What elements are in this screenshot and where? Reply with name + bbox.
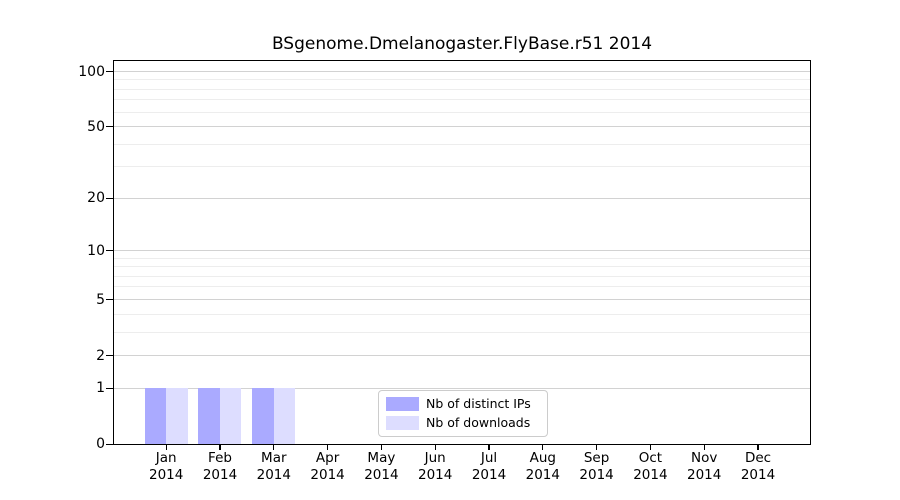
x-tick-label: Nov 2014 [687,450,722,483]
x-tick-label: Apr 2014 [310,450,345,483]
y-tick-mark [106,126,113,128]
gridline-major [114,354,810,356]
y-tick-mark [106,298,113,301]
y-tick-mark [106,387,113,389]
gridline-minor [114,331,810,333]
chart-title: BSgenome.Dmelanogaster.FlyBase.r51 2014 [271,34,653,54]
gridline-minor [114,257,810,259]
y-tick-label: 5 [96,291,105,308]
x-tick-label: Dec 2014 [740,450,776,483]
gridline-major [114,71,810,72]
x-tick-label: Sep 2014 [579,450,614,483]
x-tick-mark [649,445,651,451]
x-tick-mark [273,445,275,451]
gridline-minor [114,313,810,315]
y-tick-mark [106,443,113,445]
gridline-minor [114,99,810,101]
x-tick-mark [757,445,759,451]
x-tick-label: Jun 2014 [418,450,453,483]
gridline-minor [114,286,810,288]
gridline-major [114,387,810,389]
bars-layer [114,61,810,444]
gridline-major [114,197,810,199]
gridlines-layer [114,61,810,444]
y-tick-label: 10 [87,242,105,259]
x-tick-mark [488,445,490,451]
x-tick-mark [542,445,544,451]
bar-downloads [166,388,188,444]
plot-area [113,60,811,445]
y-tick-label: 2 [96,347,105,364]
gridline-minor [114,111,810,113]
legend-item-downloads: Nb of downloads [386,416,540,430]
gridline-major [114,298,810,300]
legend-item-distinct-ips: Nb of distinct IPs [386,397,540,411]
bar-downloads [219,388,242,444]
x-tick-label: Oct 2014 [633,450,668,483]
x-tick-mark [434,445,436,451]
bar-downloads [273,388,296,444]
x-tick-label: Mar 2014 [256,450,291,483]
x-tick-mark [380,445,382,451]
y-tick-label: 0 [96,436,105,453]
y-tick-label: 20 [87,190,105,207]
bar-distinct-ips [252,388,274,444]
x-tick-mark [327,445,329,451]
x-tick-mark [165,445,167,451]
gridline-major [114,126,810,128]
legend-swatch-distinct-ips [386,397,419,411]
x-tick-label: Jul 2014 [471,450,507,483]
legend: Nb of distinct IPs Nb of downloads [378,390,548,437]
y-tick-label: 1 [96,380,105,397]
x-tick-mark [596,445,598,451]
y-tick-label: 100 [78,63,105,80]
y-tick-mark [106,71,113,73]
gridline-major [114,249,810,251]
x-tick-label: Feb 2014 [202,450,238,483]
bar-distinct-ips [198,388,220,444]
gridline-minor [114,266,810,268]
bar-distinct-ips [144,388,166,444]
legend-swatch-downloads [386,416,419,430]
y-tick-mark [106,197,113,200]
x-tick-mark [703,445,705,451]
x-tick-label: May 2014 [364,450,399,483]
gridline-minor [114,275,810,277]
gridline-minor [114,166,810,168]
y-tick-mark [106,354,113,357]
gridline-minor [114,79,810,81]
x-tick-label: Aug 2014 [525,450,560,483]
y-tick-label: 50 [87,118,105,135]
x-tick-mark [219,445,221,451]
gridline-minor [114,88,810,90]
x-tick-label: Jan 2014 [149,450,184,483]
gridline-minor [114,143,810,145]
legend-label-distinct-ips: Nb of distinct IPs [426,396,531,411]
y-tick-mark [106,250,113,252]
legend-label-downloads: Nb of downloads [426,415,531,430]
